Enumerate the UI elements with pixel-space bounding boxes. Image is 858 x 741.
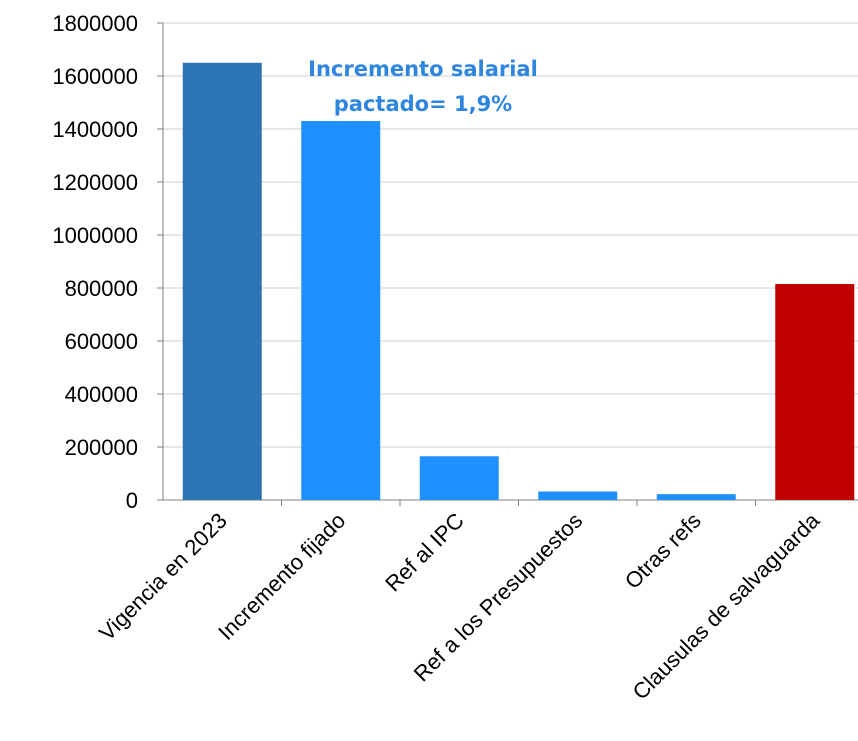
axes — [157, 22, 858, 506]
bar-ref-a-los-presupuestos — [538, 491, 618, 500]
bar-otras-refs — [656, 494, 736, 500]
annotation-line-1: Incremento salarial — [308, 57, 538, 81]
y-tick-label: 800000 — [65, 276, 138, 301]
bar-clausulas-de-salvaguarda — [775, 284, 855, 500]
y-tick-label: 1800000 — [52, 11, 138, 36]
y-tick-label: 1200000 — [52, 170, 138, 195]
bar-vigencia-en-2023 — [182, 62, 262, 500]
y-tick-labels: 0 200000 400000 600000 800000 1000000 1200000 1… — [52, 11, 138, 513]
x-tick-label: Otras refs — [620, 508, 706, 594]
y-tick-label: 600000 — [65, 329, 138, 354]
annotation-line-2: pactado= 1,9% — [334, 92, 512, 116]
x-tick-label: Clausulas de salvaguarda — [628, 507, 825, 704]
x-tick-label: Ref al IPC — [380, 508, 469, 597]
x-tick-label: Vigencia en 2023 — [94, 508, 232, 646]
y-tick-label: 1600000 — [52, 64, 138, 89]
y-tick-label: 1400000 — [52, 117, 138, 142]
bars — [182, 62, 855, 501]
y-tick-label: 1000000 — [52, 223, 138, 248]
y-tick-label: 400000 — [65, 382, 138, 407]
bar-ref-al-ipc — [419, 456, 499, 500]
y-tick-label: 200000 — [65, 435, 138, 460]
x-tick-label: Incremento fijado — [213, 508, 350, 645]
y-tick-label: 0 — [126, 488, 138, 513]
gridlines — [163, 22, 858, 448]
bar-incremento-fijado — [301, 121, 381, 501]
